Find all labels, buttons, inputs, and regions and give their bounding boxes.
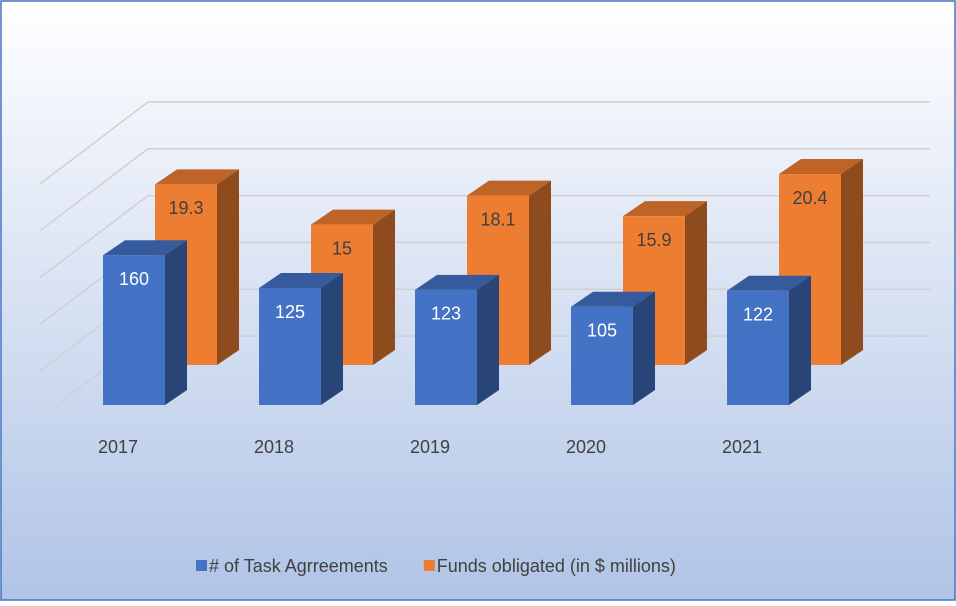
bar-side [529,180,551,365]
bar-top [779,159,863,175]
bar-top [623,201,707,217]
bar [103,240,187,405]
grid-line [39,148,930,232]
data-label: 19.3 [168,198,203,218]
legend-swatch [423,560,435,571]
data-label: 18.1 [480,209,515,229]
bar-face [415,289,477,405]
bar-top [311,209,395,225]
bar-face [571,306,633,405]
bar-top [259,273,343,288]
bar-top [103,240,187,256]
bar-top [415,274,499,290]
data-label: 15.9 [636,230,671,250]
bar-side [373,209,395,365]
grid-line [39,101,930,185]
bar [259,273,343,405]
data-label: 122 [743,305,773,325]
data-label: 160 [119,269,149,289]
x-tick-label: 2019 [410,437,450,457]
bar-face [259,288,321,405]
bar [571,291,655,405]
data-label: 15 [332,238,352,258]
data-label: 123 [431,304,461,324]
bar [727,275,811,405]
legend-swatch [196,560,207,571]
data-label: 125 [275,302,305,322]
x-tick-label: 2020 [566,437,606,457]
bar-side [217,169,239,365]
bar-face [103,255,165,405]
bar-top [155,169,239,185]
data-label: 20.4 [792,188,827,208]
bar-top [467,180,551,196]
bar [155,169,239,365]
grid-line [39,194,930,279]
bar-side [321,273,343,405]
bar-side [477,274,499,405]
x-tick-label: 2018 [254,437,294,457]
bar-face [727,290,789,405]
bar-side [789,275,811,405]
legend-label: # of Task Agrreements [209,556,388,576]
x-tick-label: 2017 [98,437,138,457]
bar-side [633,291,655,405]
bar-top [727,275,811,291]
bar-side [685,201,707,365]
bar-side [165,240,187,405]
data-label: 105 [587,320,617,340]
x-tick-label: 2021 [722,437,762,457]
bar [415,274,499,405]
legend-label: Funds obligated (in $ millions) [437,556,676,576]
bar-top [571,291,655,307]
bar-side [841,159,863,365]
